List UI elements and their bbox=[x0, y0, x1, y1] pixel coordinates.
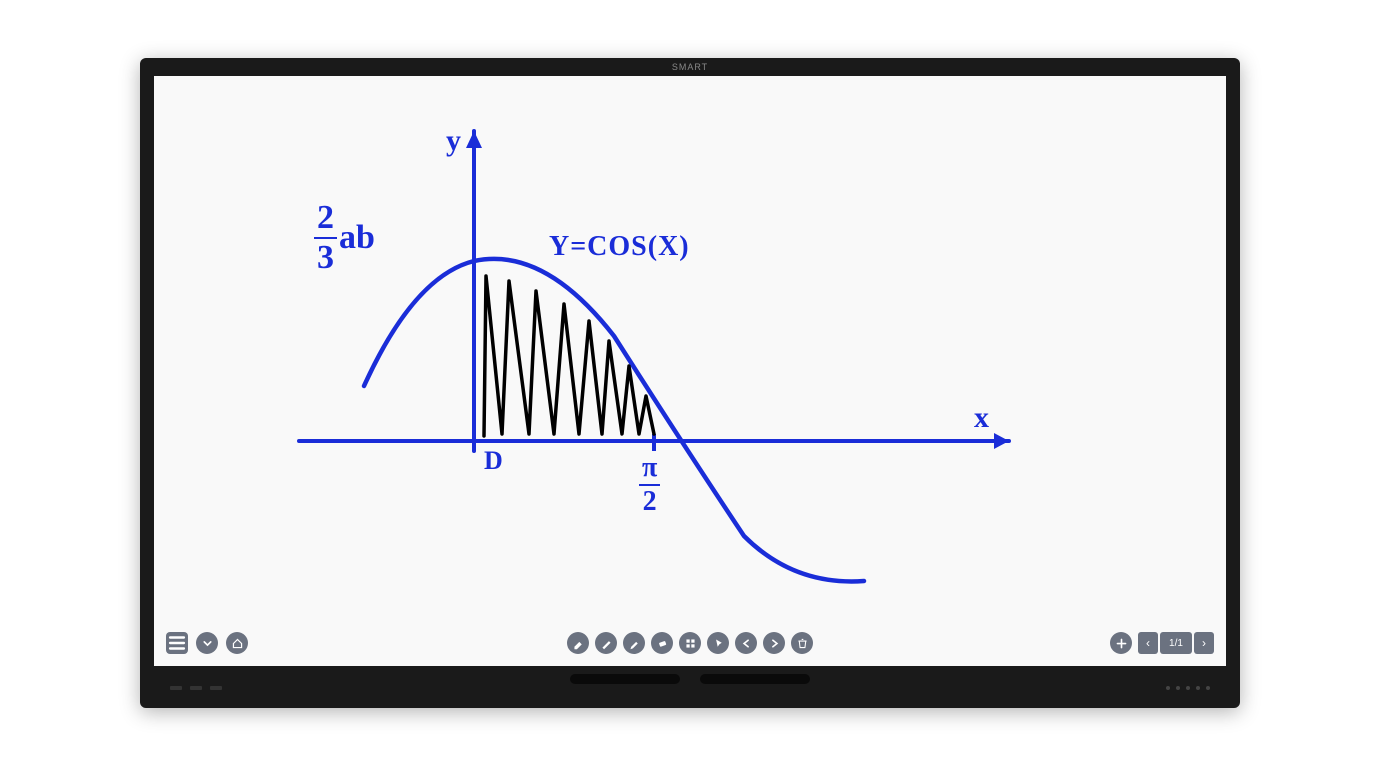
origin-label: D bbox=[484, 446, 503, 476]
brand-label: SMART bbox=[672, 62, 708, 72]
smart-board-device: SMART 2 3 bbox=[140, 58, 1240, 708]
page-indicator: 1/1 bbox=[1160, 632, 1192, 654]
pen-slot bbox=[700, 674, 810, 684]
y-axis-arrow bbox=[466, 131, 482, 148]
undo-button[interactable] bbox=[735, 632, 757, 654]
add-page-button[interactable] bbox=[1110, 632, 1132, 654]
expand-button[interactable] bbox=[196, 632, 218, 654]
select-button[interactable] bbox=[707, 632, 729, 654]
pi-numerator: π bbox=[639, 454, 660, 486]
bezel-indicator-leds bbox=[1166, 686, 1210, 690]
math-drawing bbox=[154, 76, 1226, 666]
x-axis-label: x bbox=[974, 401, 989, 435]
prev-page-button[interactable]: ‹ bbox=[1138, 632, 1158, 654]
shapes-button[interactable] bbox=[679, 632, 701, 654]
drawing-canvas[interactable]: 2 3 ab y x Y=COS(X) D π 2 bbox=[154, 76, 1226, 666]
menu-button[interactable] bbox=[166, 632, 188, 654]
device-bezel bbox=[140, 666, 1240, 704]
cosine-curve bbox=[364, 259, 864, 582]
bezel-controls-left bbox=[170, 686, 222, 690]
toolbar-right-group: ‹ 1/1 › bbox=[1110, 632, 1214, 654]
toolbar-left-group bbox=[166, 632, 248, 654]
page-navigation: ‹ 1/1 › bbox=[1138, 632, 1214, 654]
next-page-button[interactable]: › bbox=[1194, 632, 1214, 654]
fraction-annotation: 2 3 ab bbox=[314, 201, 375, 275]
highlighter-button[interactable] bbox=[623, 632, 645, 654]
curve-label: Y=COS(X) bbox=[549, 231, 690, 263]
pi-denominator: 2 bbox=[643, 486, 657, 516]
fraction-suffix: ab bbox=[339, 219, 375, 257]
color-picker-button[interactable] bbox=[567, 632, 589, 654]
fraction-numerator: 2 bbox=[314, 201, 337, 239]
pi-half-label: π 2 bbox=[639, 454, 660, 516]
x-axis-arrow bbox=[994, 433, 1009, 449]
redo-button[interactable] bbox=[763, 632, 785, 654]
pen-tray bbox=[570, 674, 810, 684]
fraction-denominator: 3 bbox=[317, 239, 334, 275]
pen-slot bbox=[570, 674, 680, 684]
whiteboard-screen[interactable]: 2 3 ab y x Y=COS(X) D π 2 bbox=[154, 76, 1226, 666]
delete-button[interactable] bbox=[791, 632, 813, 654]
eraser-button[interactable] bbox=[651, 632, 673, 654]
toolbar-center-group bbox=[567, 632, 813, 654]
y-axis-label: y bbox=[446, 124, 461, 158]
home-button[interactable] bbox=[226, 632, 248, 654]
bottom-toolbar: ‹ 1/1 › bbox=[154, 628, 1226, 658]
pen-button[interactable] bbox=[595, 632, 617, 654]
